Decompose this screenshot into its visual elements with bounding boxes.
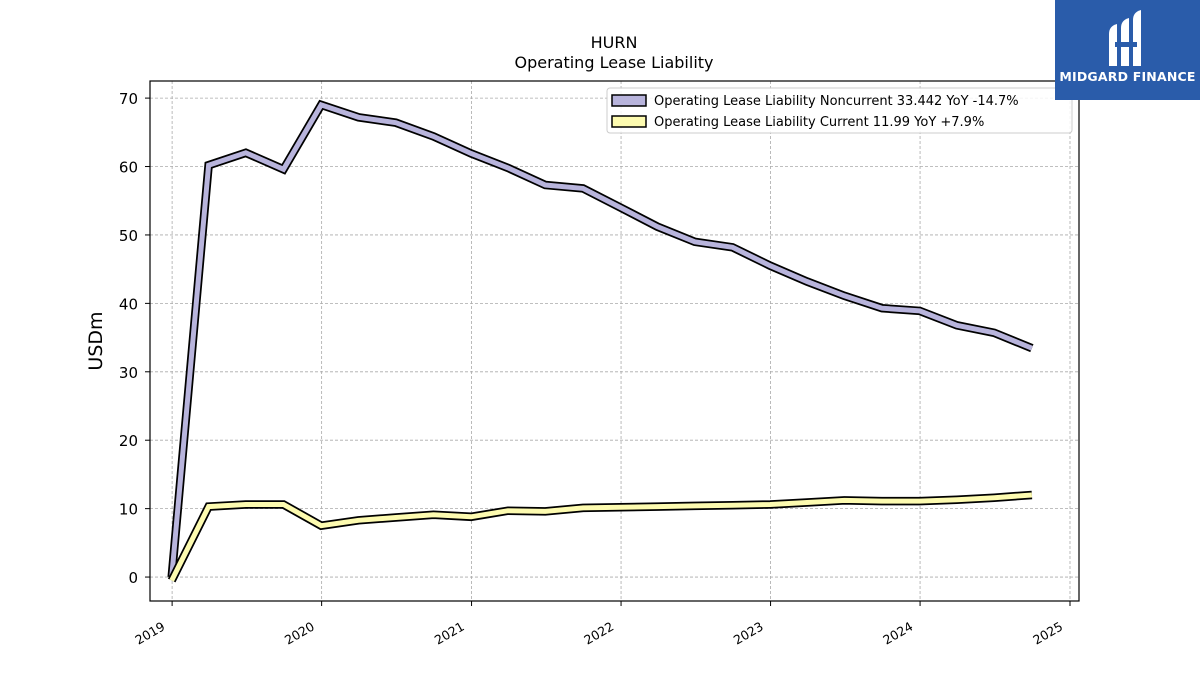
y-tick-label: 60 (119, 159, 138, 177)
legend-label-noncurrent: Operating Lease Liability Noncurrent 33.… (654, 94, 1019, 109)
y-axis-label: USDm (85, 311, 107, 370)
series-line-0 (169, 101, 1033, 578)
y-tick-label: 0 (128, 569, 138, 587)
x-tick-label: 2024 (880, 619, 915, 648)
x-tick-label: 2023 (731, 619, 766, 648)
legend-swatch-noncurrent (611, 94, 647, 107)
y-tick-label: 50 (119, 227, 138, 245)
series-line-1 (169, 492, 1033, 582)
legend: Operating Lease Liability Noncurrent 33.… (606, 87, 1073, 134)
legend-label-current: Operating Lease Liability Current 11.99 … (654, 115, 984, 130)
y-tick-label: 40 (119, 295, 138, 313)
ticks: 0 10 20 30 40 50 60 70 2019 2020 2021 2022 2023 2024 2… (119, 90, 1071, 648)
x-tick-label: 2022 (581, 619, 616, 648)
series-layer (167, 99, 1034, 583)
midgard-logo-icon (1109, 10, 1141, 66)
x-tick-label: 2021 (432, 619, 467, 648)
chart-title: HURN (591, 33, 638, 52)
plot-frame (149, 80, 1080, 602)
legend-swatch-current (611, 115, 647, 128)
x-tick-label: 2020 (282, 619, 317, 648)
grid (150, 81, 1079, 601)
brand-name: MIDGARD FINANCE (1059, 69, 1196, 84)
y-tick-label: 10 (119, 501, 138, 519)
x-tick-label: 2019 (132, 619, 167, 648)
legend-box (606, 87, 1073, 134)
y-tick-label: 20 (119, 432, 138, 450)
chart-subtitle: Operating Lease Liability (514, 53, 713, 72)
brand-logo: MIDGARD FINANCE (1055, 0, 1200, 100)
y-tick-label: 30 (119, 364, 138, 382)
x-tick-label: 2025 (1030, 619, 1065, 648)
y-tick-label: 70 (119, 90, 138, 108)
